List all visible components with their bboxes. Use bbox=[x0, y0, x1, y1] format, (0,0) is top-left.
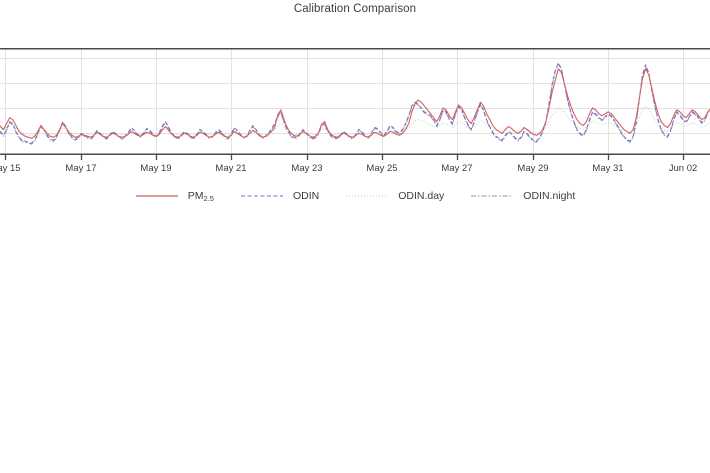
x-tick-label: May 19 bbox=[140, 163, 172, 174]
plot-area bbox=[0, 48, 710, 155]
x-tick-label: May 17 bbox=[65, 163, 97, 174]
legend-label: ODIN.day bbox=[398, 190, 445, 202]
x-tick-label: May 21 bbox=[215, 163, 247, 174]
line-dotted-icon bbox=[346, 195, 389, 197]
x-tick-label: May 31 bbox=[592, 163, 624, 174]
x-tick-label: May 23 bbox=[291, 163, 323, 174]
line-solid-icon bbox=[135, 195, 178, 197]
plot-svg bbox=[0, 48, 710, 155]
line-dashed-icon bbox=[240, 195, 283, 197]
legend-label: ODIN.night bbox=[523, 190, 576, 202]
x-tick-label: May 27 bbox=[441, 163, 473, 174]
x-tick-label: May 29 bbox=[517, 163, 549, 174]
chart-title: Calibration Comparison bbox=[293, 3, 417, 15]
series-line-pm2-5 bbox=[0, 68, 710, 139]
legend-label: ODIN bbox=[292, 190, 320, 202]
legend-item-odin-day[interactable]: ODIN.day bbox=[345, 190, 444, 202]
line-dashdot-icon bbox=[471, 195, 514, 197]
series-line-odin-day bbox=[0, 105, 710, 136]
chart-legend: PM2.5 ODIN ODIN.day ODIN.night bbox=[0, 186, 710, 206]
legend-item-pm[interactable]: PM2.5 bbox=[135, 190, 214, 203]
series-lines bbox=[0, 62, 710, 145]
x-axis: May 15 May 17 May 19 May 21 May 23 May 25 May … bbox=[0, 155, 710, 185]
legend-label: PM2.5 bbox=[187, 190, 214, 203]
legend-item-odin[interactable]: ODIN bbox=[240, 190, 319, 202]
series-line-odin bbox=[0, 62, 710, 144]
x-tick-label: Jun 02 bbox=[668, 163, 698, 174]
legend-label-subscript: 2.5 bbox=[203, 194, 214, 203]
series-line-odin-night bbox=[0, 63, 710, 145]
x-tick-label: May 15 bbox=[0, 163, 21, 174]
x-tick-label: May 25 bbox=[366, 163, 398, 174]
x-axis-ticks bbox=[4, 155, 685, 160]
legend-item-odin-night[interactable]: ODIN.night bbox=[470, 190, 575, 202]
gridlines bbox=[0, 49, 710, 154]
